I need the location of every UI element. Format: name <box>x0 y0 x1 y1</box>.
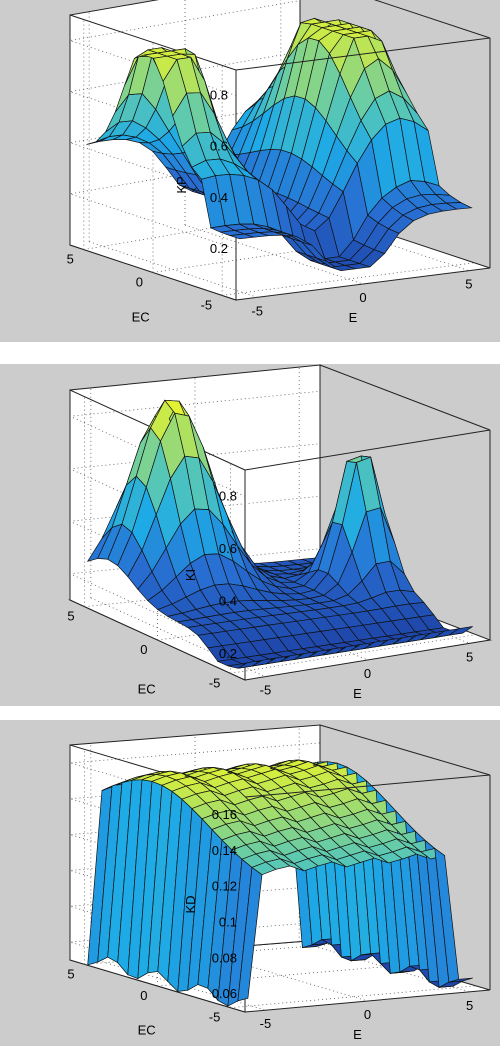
z-tick-label: 0.16 <box>212 807 237 822</box>
z-tick-label: 0.1 <box>219 914 237 929</box>
box-edge <box>373 0 491 39</box>
surface-patch <box>448 626 473 636</box>
z-tick-label: 0.4 <box>219 593 237 608</box>
z-tick-label: 0.8 <box>210 88 228 103</box>
ec-tick-label: 5 <box>67 609 74 624</box>
e-tick-label: 0 <box>364 1007 371 1022</box>
box-edge <box>244 774 491 798</box>
ec-tick-label: 0 <box>140 988 147 1003</box>
ec-tick-label: -5 <box>209 675 221 690</box>
box-edge <box>244 429 491 471</box>
z-tick-label: 0.08 <box>212 950 237 965</box>
grid-line <box>184 224 364 285</box>
z-tick-label: 0.8 <box>219 488 237 503</box>
surface-patch <box>445 202 473 210</box>
z-tick-label: 0.06 <box>212 986 237 1001</box>
ec-axis-label: EC <box>138 681 156 696</box>
ec-tick-label: 5 <box>67 966 74 981</box>
z-tick-label: 0.6 <box>219 541 237 556</box>
e-tick-label: 0 <box>359 290 366 305</box>
e-axis-label: E <box>353 686 362 701</box>
box-edge <box>319 724 491 776</box>
z-tick-label: 0.2 <box>210 241 228 256</box>
z-tick-label: 0.2 <box>219 646 237 661</box>
grid-line <box>230 634 476 674</box>
kd-surface-plot: 0.06 0.08 0.1 0.12 0.14 0.16 5 0 -5 -5 0 5 KD E EC <box>67 724 491 1042</box>
ec-axis-label: EC <box>138 1023 156 1038</box>
grid-line <box>157 964 406 987</box>
ki-surface-plot: 0.2 0.4 0.6 0.8 5 0 -5 -5 0 5 KI E EC <box>67 364 492 701</box>
ec-tick-label: 0 <box>140 642 147 657</box>
box-edge <box>235 37 491 71</box>
kp-surface-panel: 0.2 0.4 0.6 0.8 5 0 -5 -5 0 5 KP E EC <box>0 0 500 342</box>
ki-surface-panel: 0.2 0.4 0.6 0.8 5 0 -5 -5 0 5 KI E EC <box>0 364 500 706</box>
z-axis-label: KI <box>183 569 198 581</box>
e-tick-label: 5 <box>466 649 473 664</box>
ec-tick-label: -5 <box>201 297 213 312</box>
z-tick-label: 0.4 <box>210 190 228 205</box>
grid-line <box>152 236 396 273</box>
e-tick-label: -5 <box>260 1016 272 1031</box>
box-edge <box>319 364 491 431</box>
surface-patch <box>448 977 473 983</box>
kd-surface-panel: 0.06 0.08 0.1 0.12 0.14 0.16 5 0 -5 -5 0 5 KD E EC <box>0 720 500 1046</box>
ec-axis-label: EC <box>132 310 150 325</box>
e-tick-label: 5 <box>465 277 472 292</box>
e-tick-label: -5 <box>260 683 272 698</box>
ec-tick-label: 0 <box>136 275 143 290</box>
e-tick-label: 0 <box>364 666 371 681</box>
grid-line <box>84 943 335 965</box>
z-tick-label: 0.14 <box>212 843 237 858</box>
z-axis-label: KP <box>174 176 189 193</box>
z-tick-label: 0.6 <box>210 139 228 154</box>
kp-surface-plot: 0.2 0.4 0.6 0.8 5 0 -5 -5 0 5 KP E EC <box>67 0 491 325</box>
ec-tick-label: -5 <box>209 1010 221 1025</box>
e-axis-label: E <box>353 1027 362 1042</box>
z-axis-label: KD <box>183 895 198 913</box>
z-tick-label: 0.12 <box>212 879 237 894</box>
e-axis-label: E <box>349 310 358 325</box>
e-tick-label: 5 <box>466 998 473 1013</box>
ec-tick-label: 5 <box>67 252 74 267</box>
e-tick-label: -5 <box>251 303 263 318</box>
